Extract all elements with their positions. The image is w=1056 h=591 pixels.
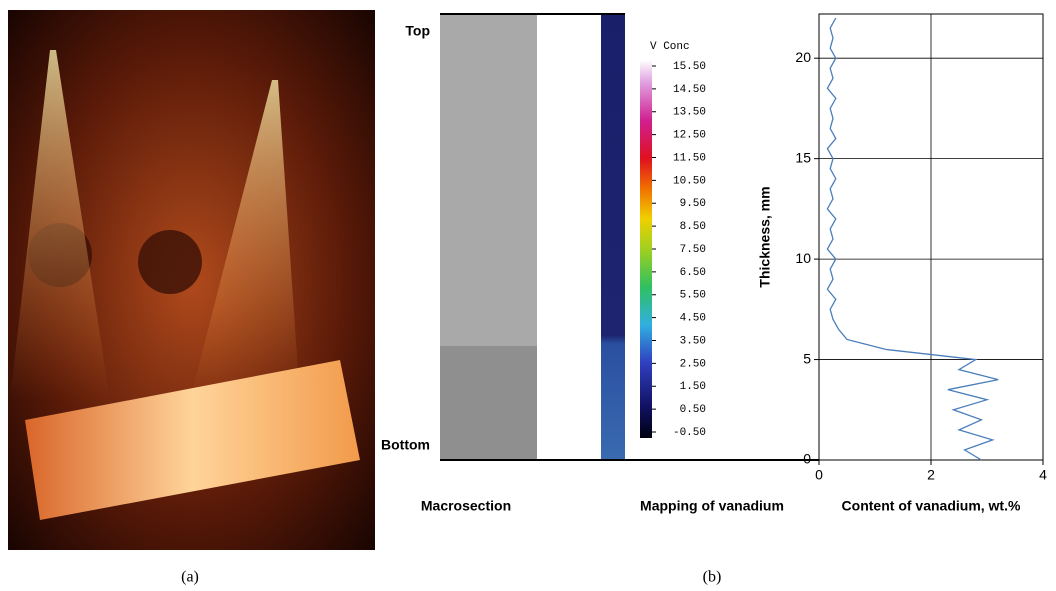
colorbar-tick-label: 0.50: [680, 404, 706, 416]
colorbar-tick-label: 3.50: [680, 335, 706, 347]
figure: Top Bottom Macrosection Mapping of vanad…: [0, 0, 1056, 591]
x-tick-label: 0: [815, 467, 823, 483]
colorbar-tick-label: 12.50: [673, 130, 706, 142]
colorbar-tick-label: 9.50: [680, 198, 706, 210]
macrosection-caption: Macrosection: [421, 498, 511, 514]
macrosection: [440, 14, 537, 460]
y-tick-label: 5: [803, 350, 811, 366]
colorbar: [640, 60, 652, 438]
colorbar-tick-label: 11.50: [673, 152, 706, 164]
panel-label: (a): [181, 569, 199, 586]
colorbar-tick-label: 5.50: [680, 290, 706, 302]
colorbar-tick-label: -0.50: [673, 427, 706, 439]
y-axis-label: Thickness, mm: [757, 186, 773, 287]
colorbar-tick-label: 10.50: [673, 175, 706, 187]
colorbar-tick-label: 15.50: [673, 61, 706, 73]
y-tick-label: 15: [795, 149, 811, 165]
x-tick-label: 4: [1039, 467, 1047, 483]
y-tick-label: 0: [803, 451, 811, 467]
panel-label: (b): [703, 569, 722, 586]
colorbar-tick-label: 1.50: [680, 381, 706, 393]
y-tick-label: 10: [795, 250, 811, 266]
vanadium-map: [601, 14, 625, 460]
top-label: Top: [405, 23, 430, 39]
colorbar-tick-label: 2.50: [680, 358, 706, 370]
photo: [8, 10, 375, 550]
colorbar-tick-label: 4.50: [680, 313, 706, 325]
mapping-caption: Mapping of vanadium: [640, 498, 784, 514]
x-tick-label: 2: [927, 467, 935, 483]
colorbar-tick-label: 13.50: [673, 107, 706, 119]
bottom-label: Bottom: [381, 437, 430, 453]
y-tick-label: 20: [795, 49, 811, 65]
colorbar-tick-label: 8.50: [680, 221, 706, 233]
profile-line: [827, 18, 998, 460]
x-axis-label: Content of vanadium, wt.%: [842, 498, 1021, 514]
colorbar-tick-label: 7.50: [680, 244, 706, 256]
colorbar-title: V Conc: [650, 41, 690, 53]
colorbar-tick-label: 6.50: [680, 267, 706, 279]
colorbar-tick-label: 14.50: [673, 84, 706, 96]
